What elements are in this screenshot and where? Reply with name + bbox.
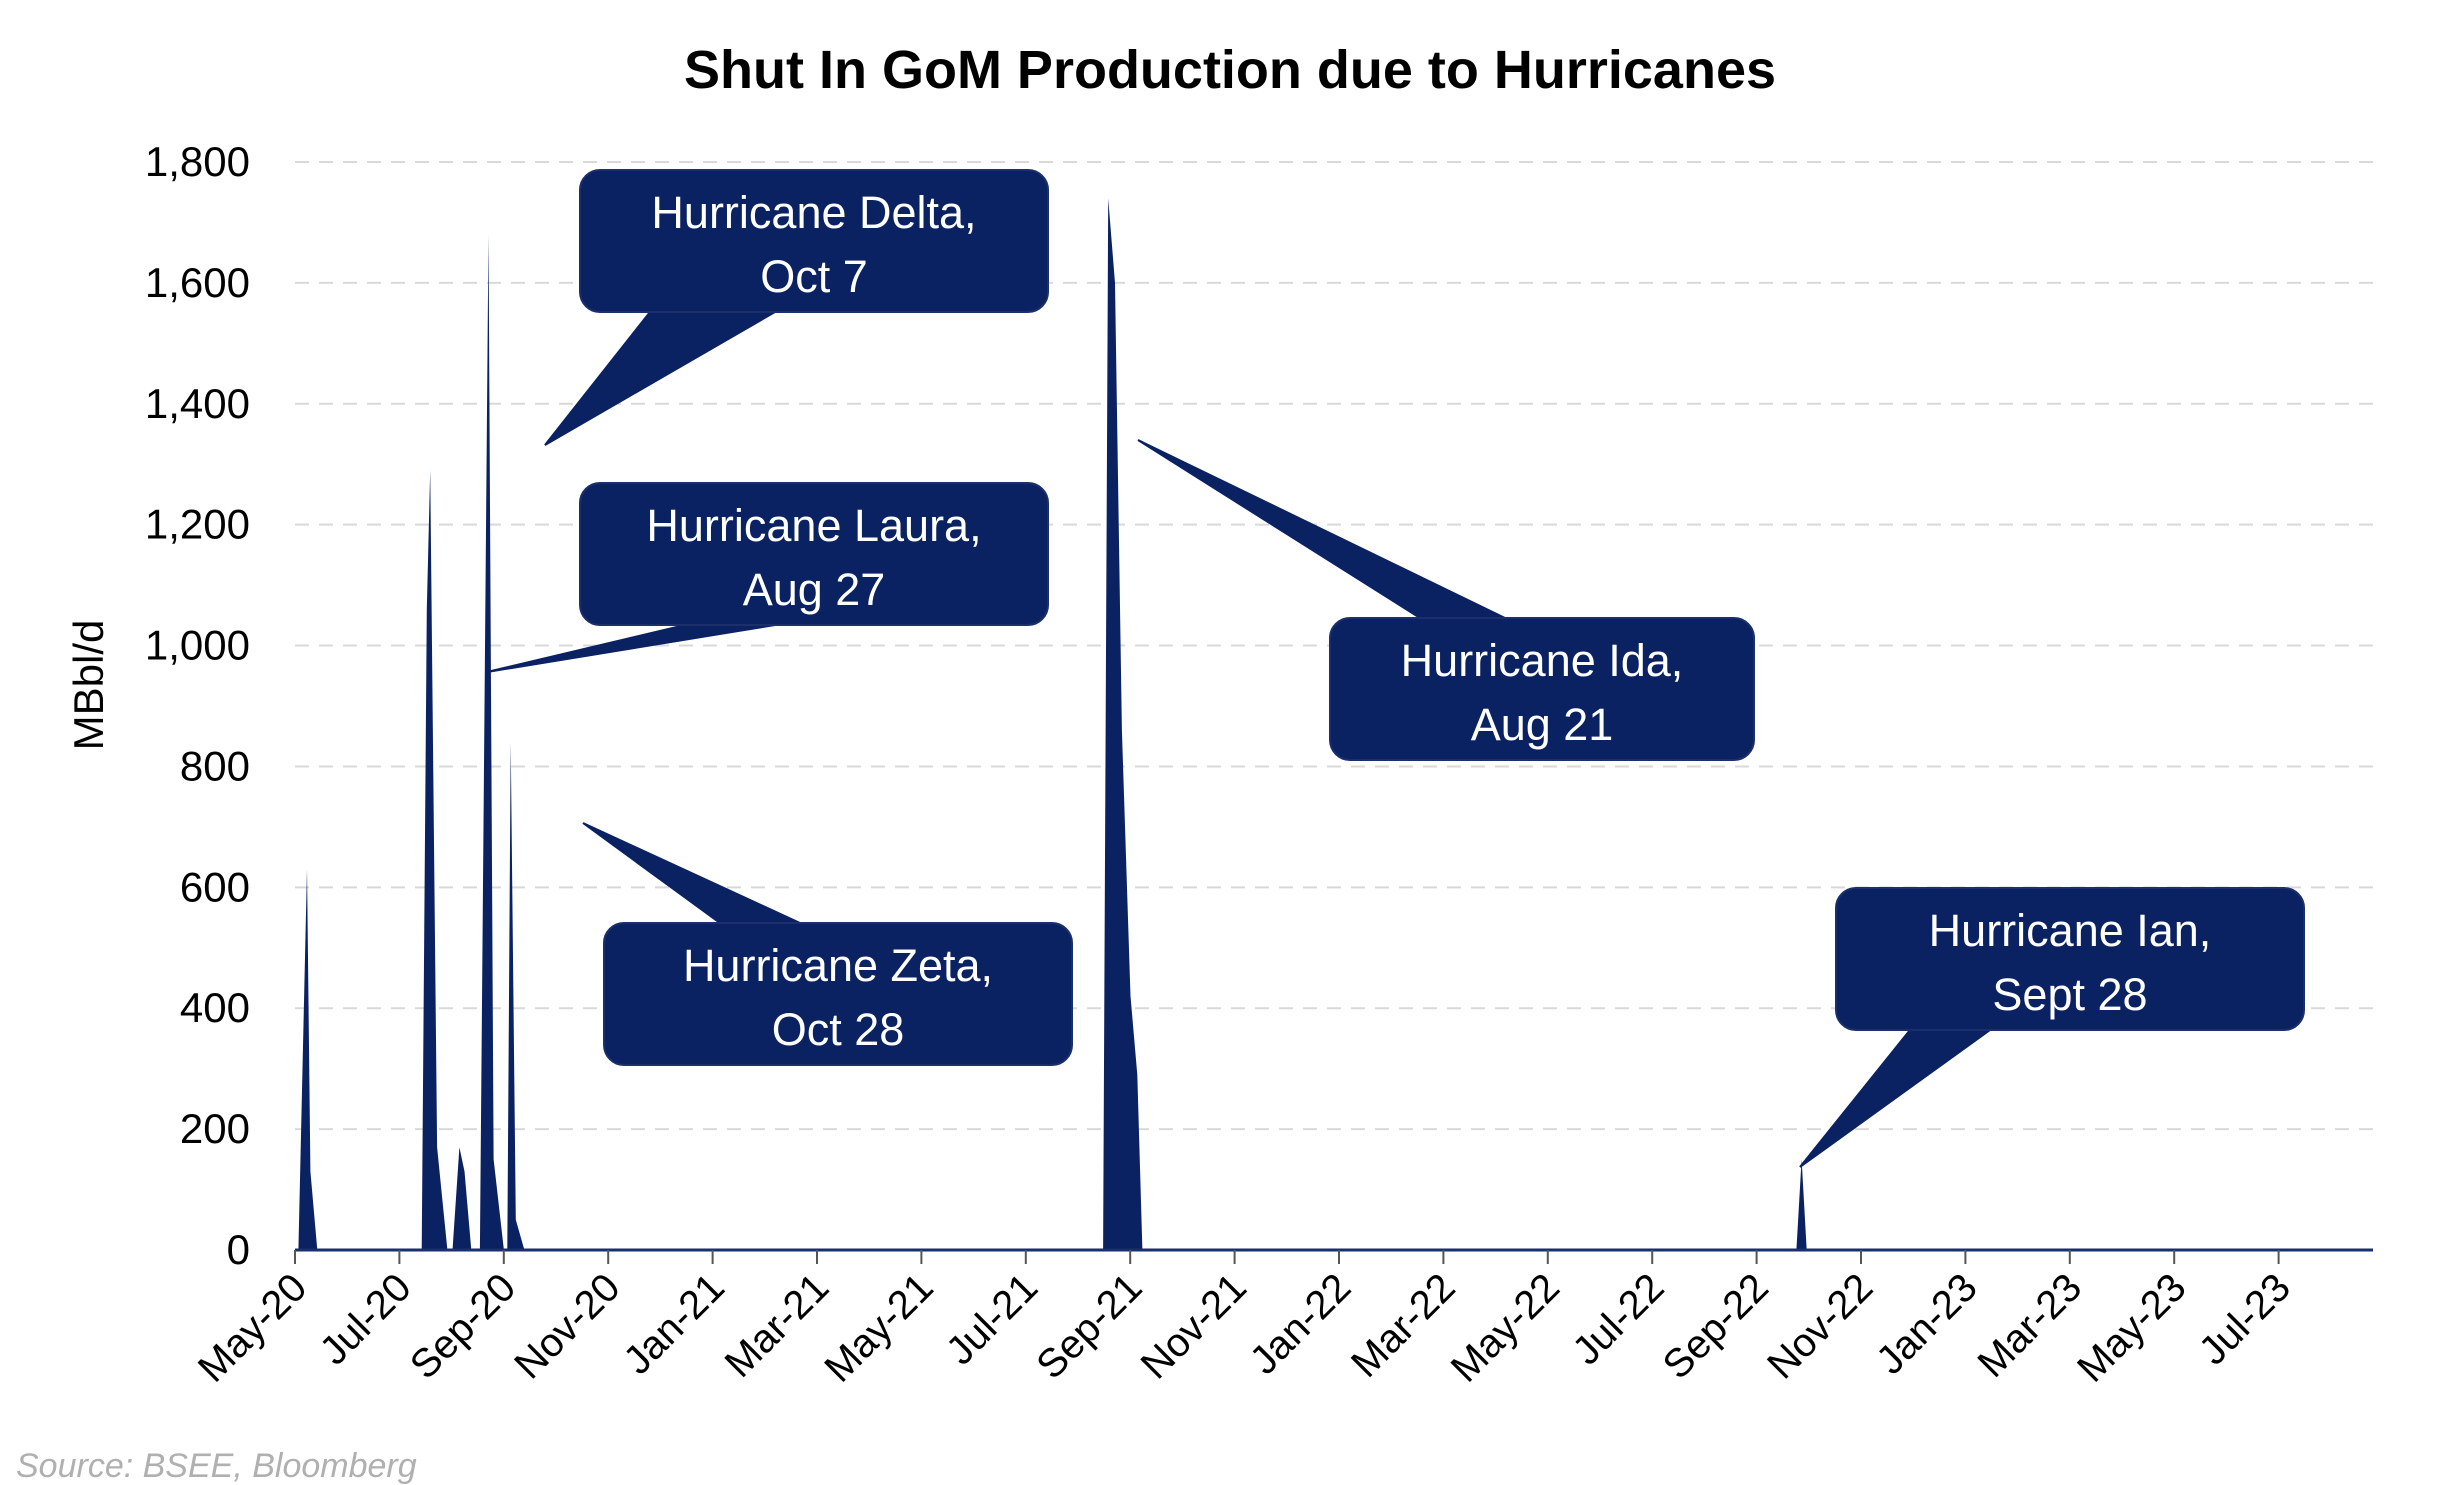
y-tick-label: 1,400 [145, 380, 250, 427]
callout-text: Hurricane Ian, [1929, 905, 2212, 956]
callout-pointer [1137, 439, 1506, 619]
callout: Hurricane Zeta, Oct 28 [582, 822, 1073, 1066]
x-tick-label: May-23 [2069, 1265, 2194, 1390]
callout: Hurricane Laura, Aug 27 [486, 482, 1049, 673]
y-tick-label: 200 [180, 1105, 250, 1152]
callout-pointer [486, 624, 776, 673]
callout-pointer [1799, 1029, 1994, 1168]
x-tick-label: Mar-21 [717, 1265, 838, 1386]
x-tick-label: Sep-20 [402, 1265, 524, 1387]
callout: Hurricane Delta, Oct 7 [544, 169, 1049, 446]
callout-text: Aug 27 [743, 564, 886, 615]
x-tick-label: Jul-23 [2191, 1265, 2299, 1373]
callout-text: Oct 28 [772, 1004, 905, 1055]
y-axis-label: MBbl/d [65, 620, 112, 751]
x-tick-label: Sep-21 [1028, 1265, 1150, 1387]
y-tick-label: 600 [180, 863, 250, 910]
callout-pointer [582, 822, 801, 924]
callout-text: Sept 28 [1992, 969, 2147, 1020]
x-tick-label: Jan-21 [615, 1265, 733, 1383]
x-tick-label: Jan-22 [1242, 1265, 1360, 1383]
callout-text: Aug 21 [1471, 699, 1614, 750]
x-tick-label: May-21 [816, 1265, 941, 1390]
callout-text: Hurricane Delta, [651, 187, 976, 238]
y-tick-label: 1,200 [145, 501, 250, 548]
x-tick-label: Nov-20 [506, 1265, 628, 1387]
callout-box [603, 922, 1073, 1066]
x-tick-label: May-20 [190, 1265, 315, 1390]
x-axis-ticks: May-20Jul-20Sep-20Nov-20Jan-21Mar-21May-… [190, 1250, 2299, 1391]
callout-text: Hurricane Laura, [646, 500, 981, 551]
callout-box [1835, 887, 2305, 1031]
y-tick-label: 1,800 [145, 138, 250, 185]
x-tick-label: Sep-22 [1655, 1265, 1777, 1387]
callout-text: Hurricane Zeta, [683, 940, 993, 991]
source-note: Source: BSEE, Bloomberg [16, 1447, 417, 1485]
y-tick-label: 1,000 [145, 622, 250, 669]
x-tick-label: Jan-23 [1868, 1265, 1986, 1383]
y-axis-ticks: 0 200 400 600 800 1,000 1,200 1,400 1,600 1,800 [145, 138, 250, 1273]
callout-pointer [544, 311, 779, 446]
callout-text: Hurricane Ida, [1401, 635, 1684, 686]
y-tick-label: 0 [227, 1226, 250, 1273]
y-tick-label: 800 [180, 742, 250, 789]
callout-box [579, 482, 1049, 626]
x-tick-label: Mar-23 [1969, 1265, 2090, 1386]
x-tick-label: Nov-22 [1759, 1265, 1881, 1387]
x-tick-label: May-22 [1443, 1265, 1568, 1390]
callout: Hurricane Ian, Sept 28 [1799, 887, 2305, 1168]
x-tick-label: Mar-22 [1343, 1265, 1464, 1386]
callout-box [1329, 617, 1755, 761]
chart-title: Shut In GoM Production due to Hurricanes [684, 40, 1776, 100]
y-tick-label: 1,600 [145, 259, 250, 306]
x-tick-label: Nov-21 [1133, 1265, 1255, 1387]
y-tick-label: 400 [180, 984, 250, 1031]
callout-text: Oct 7 [760, 251, 868, 302]
annotations: Hurricane Delta, Oct 7 Hurricane Laura, Aug… [486, 169, 2305, 1168]
callout: Hurricane Ida, Aug 21 [1137, 439, 1755, 761]
callout-box [579, 169, 1049, 313]
